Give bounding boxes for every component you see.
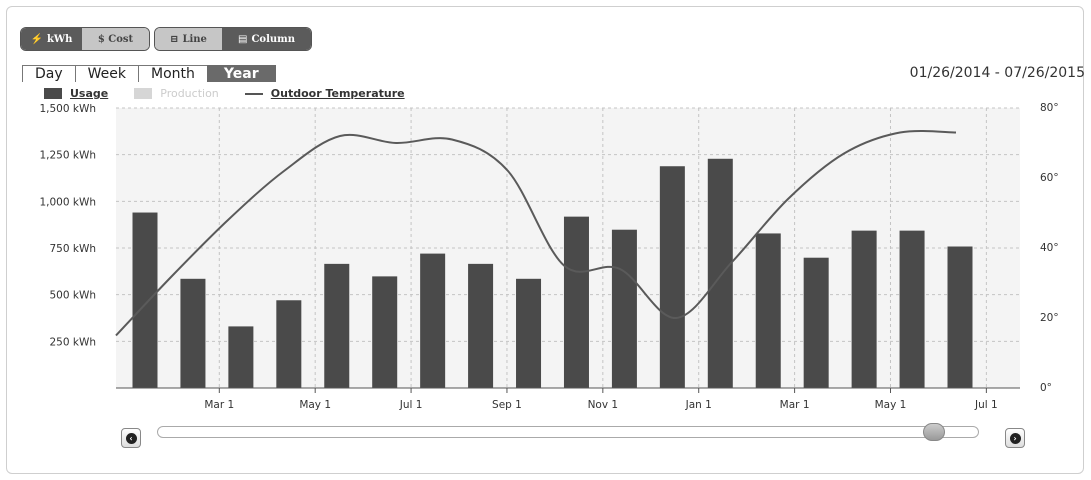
x-tick-label: Jan 1 — [685, 399, 712, 411]
y-right-tick-label: 80° — [1040, 102, 1059, 114]
x-tick-label: Jul 1 — [974, 399, 998, 411]
usage-bar — [132, 212, 158, 388]
x-tick-label: Mar 1 — [780, 399, 810, 411]
temperature-line — [115, 129, 957, 337]
y-left-tick-label: 250 kWh — [50, 336, 97, 348]
usage-bar — [563, 216, 589, 388]
tab-month[interactable]: Month — [138, 65, 207, 82]
legend-usage[interactable]: Usage — [44, 87, 108, 100]
usage-bar — [755, 233, 781, 388]
y-left-tick-label: 1,000 kWh — [39, 196, 96, 208]
y-right-tick-label: 60° — [1040, 172, 1059, 184]
kwh-button[interactable]: ⚡ kWh — [21, 28, 82, 50]
usage-bar — [851, 230, 877, 388]
usage-bar — [947, 246, 973, 388]
scroll-left-button[interactable]: ‹ — [121, 428, 141, 448]
temperature-line-swatch — [244, 92, 263, 95]
production-swatch — [134, 88, 153, 99]
tab-week[interactable]: Week — [74, 65, 139, 82]
usage-bar — [803, 257, 829, 388]
y-left-tick-label: 1,250 kWh — [39, 150, 96, 162]
y-left-tick-label: 750 kWh — [50, 243, 97, 255]
legend-outdoor-temperature[interactable]: Outdoor Temperature — [244, 87, 405, 100]
column-button[interactable]: ▤ Column — [222, 28, 311, 50]
chart-type-toggle: ⊟ Line ▤ Column — [154, 27, 312, 51]
y-right-tick-label: 40° — [1040, 242, 1059, 254]
period-tabs: Day Week Month Year — [22, 65, 276, 82]
y-right-tick-label: 20° — [1040, 312, 1059, 324]
lightning-icon: ⚡ — [30, 33, 43, 45]
usage-bar — [707, 158, 733, 388]
x-tick-label: May 1 — [875, 399, 907, 411]
x-tick-label: Mar 1 — [204, 399, 234, 411]
legend-production[interactable]: Production — [134, 87, 219, 100]
y-right-tick-label: 0° — [1040, 382, 1052, 394]
x-tick-label: Jul 1 — [399, 399, 423, 411]
usage-bar — [228, 326, 254, 388]
usage-bar — [324, 263, 350, 388]
date-range: 01/26/2014 - 07/26/2015 — [909, 65, 1085, 81]
scroll-right-button[interactable]: › — [1005, 428, 1025, 448]
x-tick-label: May 1 — [299, 399, 331, 411]
range-slider-thumb[interactable] — [923, 423, 945, 441]
usage-bar — [516, 278, 542, 388]
usage-bar — [611, 229, 637, 388]
chevron-left-icon: ‹ — [125, 432, 137, 444]
tab-day[interactable]: Day — [22, 65, 75, 82]
y-left-tick-label: 500 kWh — [50, 290, 97, 302]
usage-bar — [468, 263, 494, 388]
tab-year[interactable]: Year — [206, 65, 276, 82]
range-slider-track[interactable] — [157, 426, 979, 438]
legend: Usage Production Outdoor Temperature — [44, 87, 431, 100]
usage-swatch — [44, 88, 62, 99]
x-tick-label: Nov 1 — [588, 399, 619, 411]
usage-bar — [276, 300, 302, 388]
column-chart-icon: ▤ — [237, 33, 248, 45]
usage-bar — [372, 276, 398, 388]
line-chart-icon: ⊟ — [170, 33, 179, 45]
x-tick-label: Sep 1 — [492, 399, 522, 411]
units-toggle: ⚡ kWh $ Cost — [20, 27, 150, 51]
line-button[interactable]: ⊟ Line — [155, 28, 222, 50]
usage-bar — [180, 278, 206, 388]
usage-bar — [420, 253, 446, 388]
y-left-tick-label: 1,500 kWh — [39, 103, 96, 115]
usage-bar — [899, 230, 925, 388]
usage-bar — [659, 166, 685, 388]
chevron-right-icon: › — [1009, 432, 1021, 444]
cost-button[interactable]: $ Cost — [82, 28, 149, 50]
